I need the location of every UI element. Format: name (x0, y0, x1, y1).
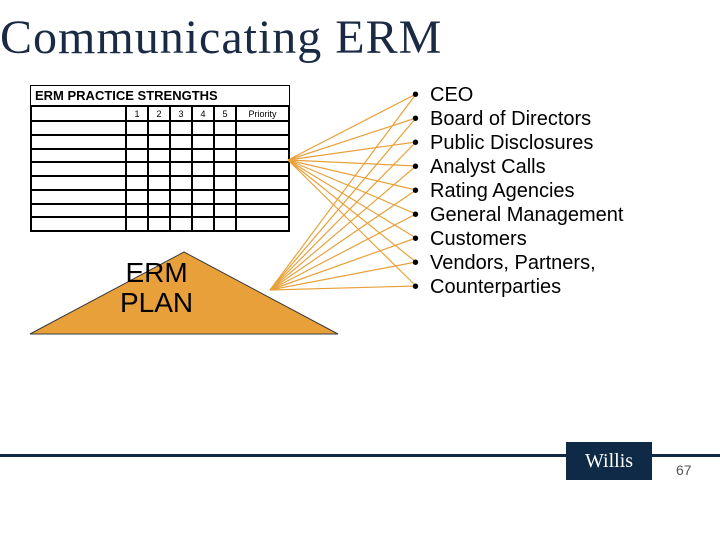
list-item: •Public Disclosures (412, 131, 623, 155)
table-cell: 4 (192, 106, 214, 121)
table-cell (170, 149, 192, 163)
table-cell (170, 190, 192, 204)
table-cell: 3 (170, 106, 192, 121)
table-cell (192, 217, 214, 231)
table-cell (236, 190, 289, 204)
table-cell (148, 162, 170, 176)
table-cell (126, 176, 148, 190)
list-item: •Customers (412, 227, 623, 251)
table-cell (31, 135, 126, 149)
list-item: •Analyst Calls (412, 155, 623, 179)
table-cell (214, 149, 236, 163)
bullet-icon: • (412, 275, 430, 299)
willis-logo: Willis (566, 442, 652, 480)
list-item-label: Public Disclosures (430, 131, 593, 155)
table-cell (148, 190, 170, 204)
page-number: 67 (676, 462, 692, 478)
table-cell (170, 162, 192, 176)
list-item: •CEO (412, 83, 623, 107)
table-cell (170, 217, 192, 231)
table-cell (31, 162, 126, 176)
table-cell (126, 121, 148, 135)
table-cell (126, 149, 148, 163)
list-item: •Rating Agencies (412, 179, 623, 203)
table-cell (126, 217, 148, 231)
list-item-label: Counterparties (430, 275, 561, 299)
table-cell (126, 135, 148, 149)
list-item: •Board of Directors (412, 107, 623, 131)
table-cell (236, 204, 289, 218)
table-cell (31, 204, 126, 218)
bullet-icon: • (412, 179, 430, 203)
table-cell: Priority (236, 106, 289, 121)
table-cell (192, 190, 214, 204)
audience-list: •CEO•Board of Directors•Public Disclosur… (412, 83, 623, 299)
table-cell (214, 121, 236, 135)
bullet-icon: • (412, 227, 430, 251)
list-item-label: Board of Directors (430, 107, 591, 131)
table-cell: 2 (148, 106, 170, 121)
table-cell (236, 217, 289, 231)
list-item-label: Rating Agencies (430, 179, 575, 203)
table-cell (236, 135, 289, 149)
table-cell (192, 135, 214, 149)
table-cell (214, 190, 236, 204)
bullet-icon: • (412, 251, 430, 275)
table-cell (170, 204, 192, 218)
bullet-icon: • (412, 155, 430, 179)
plan-label: ERM PLAN (120, 258, 193, 318)
list-item-label: Customers (430, 227, 527, 251)
table-cell (214, 204, 236, 218)
bullet-icon: • (412, 83, 430, 107)
table-cell (126, 162, 148, 176)
table-cell (170, 121, 192, 135)
table-cell (148, 217, 170, 231)
table-cell (192, 204, 214, 218)
logo-text: Willis (585, 450, 633, 472)
table-cell (148, 176, 170, 190)
list-item-label: General Management (430, 203, 623, 227)
table-cell (31, 190, 126, 204)
table-cell (214, 135, 236, 149)
erm-strengths-table: ERM PRACTICE STRENGTHS 12345Priority (30, 85, 290, 232)
table-cell (236, 162, 289, 176)
table-cell (214, 162, 236, 176)
table-cell (148, 149, 170, 163)
bullet-icon: • (412, 203, 430, 227)
table-cell (236, 121, 289, 135)
table-cell (31, 149, 126, 163)
bullet-icon: • (412, 131, 430, 155)
page-title: Communicating ERM (0, 10, 442, 65)
list-item-label: CEO (430, 83, 473, 107)
list-item-label: Vendors, Partners, (430, 251, 596, 275)
table-cell (236, 149, 289, 163)
table-cell (214, 217, 236, 231)
table-cell (170, 135, 192, 149)
table-cell (148, 121, 170, 135)
table-cell (192, 176, 214, 190)
list-item: •Vendors, Partners, (412, 251, 623, 275)
table-cell (148, 135, 170, 149)
bullet-icon: • (412, 107, 430, 131)
table-cell (192, 149, 214, 163)
list-item-label: Analyst Calls (430, 155, 546, 179)
table-cell (31, 217, 126, 231)
table-cell: 1 (126, 106, 148, 121)
table-cell (126, 204, 148, 218)
table-cell (192, 121, 214, 135)
plan-line1: ERM (125, 257, 187, 288)
plan-line2: PLAN (120, 287, 193, 318)
table-cell (31, 121, 126, 135)
table-cell (192, 162, 214, 176)
table-cell (214, 176, 236, 190)
table-cell (31, 176, 126, 190)
list-item: •General Management (412, 203, 623, 227)
list-item: •Counterparties (412, 275, 623, 299)
table-cell (31, 106, 126, 121)
table-cell: 5 (214, 106, 236, 121)
table-cell (126, 190, 148, 204)
table-cell (170, 176, 192, 190)
table-cell (236, 176, 289, 190)
table-cell (148, 204, 170, 218)
